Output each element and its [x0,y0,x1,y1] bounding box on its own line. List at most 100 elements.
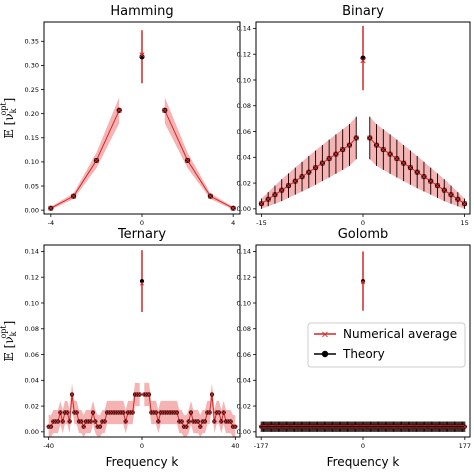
numerical-point [198,424,203,429]
numerical-point [137,392,142,397]
numerical-point [401,160,407,166]
legend-theory-marker [321,350,329,358]
chart-panel-golomb: Golomb 0.00 0.02 0.04 0.06 0.08 0.10 0.12 0.14 -1… [237,227,472,469]
theory-point [360,55,366,61]
x-tick-label: 40 [231,442,239,450]
y-axis-label-part: 𝔼 [ν [2,336,16,361]
numerical-point [79,419,84,424]
numerical-point [221,410,226,415]
y-tick-label: 0.10 [25,158,39,166]
x-tick-label: 0 [361,442,365,450]
y-tick-label: 0.02 [237,402,251,410]
y-tick-label: 0.12 [237,51,251,59]
x-tick-label: 4 [231,219,235,227]
numerical-point [360,58,366,64]
x-tick-label: 177 [459,442,471,450]
confidence-band [50,97,120,210]
numerical-point [299,174,305,180]
y-tick-label: 0.10 [237,76,251,84]
numerical-point [98,424,102,429]
numerical-point [184,424,189,429]
numerical-point [306,169,312,175]
numerical-point [258,201,264,207]
numerical-point [333,151,339,157]
legend-frame [307,322,466,368]
y-tick-label: 0.25 [25,86,39,94]
numerical-point [58,410,63,415]
y-axis-label: 𝔼 [νkopt] [0,321,18,362]
numerical-point [60,419,65,424]
y-tick-label: 0.04 [237,377,251,385]
y-tick-label: 0.20 [25,110,39,118]
numerical-point [203,419,207,424]
y-tick-label: 0.14 [25,248,39,256]
legend-numerical-marker: × [321,330,329,341]
y-axis-label: 𝔼 [νkopt] [0,98,18,139]
numerical-point [56,419,60,424]
numerical-point [285,183,292,189]
y-tick-label: 0.12 [237,274,251,282]
x-tick-label: 0 [140,442,144,450]
numerical-point [210,392,214,397]
numerical-point [67,419,72,424]
numerical-point [361,280,365,285]
numerical-point [373,142,380,148]
numerical-point [228,419,233,424]
y-tick-label: 0.14 [237,25,251,33]
numerical-point [70,392,74,397]
y-tick-label: 0.08 [25,325,39,333]
numerical-point [93,157,99,164]
theory-point [360,278,366,284]
y-tick-label: 0.14 [237,248,251,256]
chart-panel-ternary: Ternary 0.00 0.02 0.04 0.06 0.08 0.10 0.12 0.14 -… [0,227,241,469]
y-axis-label-part: opt [0,325,8,339]
confidence-band [48,382,140,437]
numerical-point [93,419,98,424]
y-tick-label: 0.08 [237,102,251,110]
numerical-point [48,205,54,211]
y-tick-label: 0.02 [237,179,251,187]
numerical-point [175,410,179,415]
y-axis-label-part: opt [0,102,8,116]
numerical-point [407,165,413,171]
numerical-point [313,165,319,171]
numerical-point [340,147,346,153]
chart-panel-binary: Binary 0.00 0.02 0.04 0.06 0.08 0.10 0.12 0.14 -1… [237,4,471,227]
numerical-point [428,178,434,184]
numerical-point [179,419,184,424]
x-tick-label: -15 [256,219,267,227]
numerical-point [414,169,420,175]
numerical-line [50,110,120,209]
y-tick-label: 0.12 [25,274,39,282]
numerical-point [162,107,168,113]
numerical-point [156,419,161,424]
numerical-point [421,174,427,180]
numerical-point [74,410,79,415]
numerical-point [380,147,386,153]
numerical-point [154,410,158,415]
numerical-point [88,419,93,424]
numerical-line [164,110,234,209]
legend-theory-label: Theory [342,347,385,361]
numerical-point [185,157,191,164]
numerical-point [147,392,151,397]
y-axis-label-part: ] [2,321,16,326]
numerical-point [233,424,238,429]
x-tick-label: 0 [361,219,365,227]
numerical-point [196,419,200,424]
numerical-point [219,419,224,424]
numerical-point [186,419,191,424]
numerical-point [102,419,107,424]
numerical-point [292,178,298,184]
y-tick-label: 0.10 [237,299,251,307]
numerical-point [265,196,271,202]
y-axis-label-part: k [9,108,18,113]
numerical-point [326,156,332,162]
y-tick-label: 0.15 [25,134,39,142]
x-axis-label: Frequency k [106,455,179,469]
y-tick-label: 0.00 [237,428,251,436]
numerical-point [81,424,86,429]
numerical-point [462,424,467,429]
numerical-point [65,410,70,415]
